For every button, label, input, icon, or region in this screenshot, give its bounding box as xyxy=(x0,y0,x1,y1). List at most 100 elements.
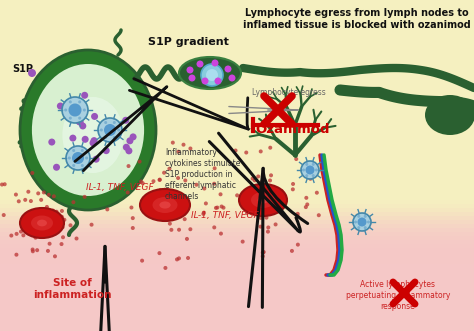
Polygon shape xyxy=(0,236,474,331)
Circle shape xyxy=(215,77,221,84)
Circle shape xyxy=(82,195,87,199)
Circle shape xyxy=(253,178,256,182)
Circle shape xyxy=(186,67,193,73)
Circle shape xyxy=(357,226,360,229)
Circle shape xyxy=(215,206,219,210)
Circle shape xyxy=(68,157,71,160)
Circle shape xyxy=(47,193,51,197)
Circle shape xyxy=(92,156,100,163)
Circle shape xyxy=(104,121,107,124)
Circle shape xyxy=(214,206,218,210)
Circle shape xyxy=(145,209,149,213)
Circle shape xyxy=(290,249,294,253)
Circle shape xyxy=(185,237,189,241)
Circle shape xyxy=(277,190,281,194)
Circle shape xyxy=(127,164,130,168)
Circle shape xyxy=(53,231,57,235)
Circle shape xyxy=(294,157,298,161)
Circle shape xyxy=(104,124,116,136)
Circle shape xyxy=(168,222,172,226)
Circle shape xyxy=(52,194,56,198)
Circle shape xyxy=(126,147,132,154)
Circle shape xyxy=(171,141,175,145)
Circle shape xyxy=(64,109,67,112)
Circle shape xyxy=(72,164,75,167)
Circle shape xyxy=(159,195,164,199)
Circle shape xyxy=(81,164,84,167)
Circle shape xyxy=(100,128,103,131)
Circle shape xyxy=(163,188,167,192)
Circle shape xyxy=(213,166,217,170)
Circle shape xyxy=(235,193,239,197)
Circle shape xyxy=(63,218,66,222)
Circle shape xyxy=(315,191,319,195)
Ellipse shape xyxy=(425,95,474,135)
Circle shape xyxy=(245,211,249,215)
Circle shape xyxy=(81,92,88,99)
Circle shape xyxy=(75,118,82,125)
Circle shape xyxy=(35,248,39,252)
Circle shape xyxy=(304,205,308,209)
Circle shape xyxy=(17,199,21,203)
Circle shape xyxy=(194,183,199,187)
Circle shape xyxy=(301,161,319,179)
Circle shape xyxy=(35,224,38,228)
Circle shape xyxy=(23,198,27,202)
Circle shape xyxy=(241,240,245,244)
Circle shape xyxy=(201,64,223,86)
Circle shape xyxy=(259,216,263,220)
Circle shape xyxy=(129,206,134,210)
Polygon shape xyxy=(0,272,474,331)
Circle shape xyxy=(268,146,272,150)
Circle shape xyxy=(182,143,185,147)
Circle shape xyxy=(9,234,13,238)
Circle shape xyxy=(259,149,263,154)
Circle shape xyxy=(296,243,300,247)
Circle shape xyxy=(72,200,75,204)
Circle shape xyxy=(254,188,257,192)
Circle shape xyxy=(183,178,187,182)
Polygon shape xyxy=(0,248,474,331)
Circle shape xyxy=(201,77,209,84)
Circle shape xyxy=(141,181,145,185)
Circle shape xyxy=(251,177,255,181)
Circle shape xyxy=(262,250,266,254)
Circle shape xyxy=(306,166,315,174)
Circle shape xyxy=(113,121,116,124)
Circle shape xyxy=(204,202,208,206)
Circle shape xyxy=(364,215,367,218)
Circle shape xyxy=(219,205,224,209)
Circle shape xyxy=(317,213,321,217)
Polygon shape xyxy=(0,220,474,331)
Circle shape xyxy=(219,192,222,196)
Circle shape xyxy=(264,192,267,196)
Circle shape xyxy=(266,189,270,193)
Circle shape xyxy=(129,133,137,140)
Circle shape xyxy=(266,230,270,234)
Circle shape xyxy=(39,222,44,226)
Circle shape xyxy=(176,150,181,154)
Ellipse shape xyxy=(37,220,47,226)
Circle shape xyxy=(45,205,49,209)
Circle shape xyxy=(212,225,216,229)
Circle shape xyxy=(69,100,72,103)
Polygon shape xyxy=(0,244,474,331)
Text: Active lymphocytes
perpetuating inflammatory
response: Active lymphocytes perpetuating inflamma… xyxy=(346,280,450,311)
Circle shape xyxy=(171,202,175,206)
Polygon shape xyxy=(0,256,474,331)
Circle shape xyxy=(259,225,263,229)
Circle shape xyxy=(39,198,43,202)
Circle shape xyxy=(266,225,270,229)
Circle shape xyxy=(177,257,181,260)
Circle shape xyxy=(312,174,315,177)
Circle shape xyxy=(276,205,280,209)
Polygon shape xyxy=(0,212,474,331)
Circle shape xyxy=(31,248,35,252)
Circle shape xyxy=(269,173,273,177)
Ellipse shape xyxy=(153,197,177,213)
Circle shape xyxy=(177,228,181,232)
Circle shape xyxy=(29,199,33,203)
Circle shape xyxy=(152,179,155,183)
Circle shape xyxy=(273,222,278,226)
Ellipse shape xyxy=(32,64,144,196)
